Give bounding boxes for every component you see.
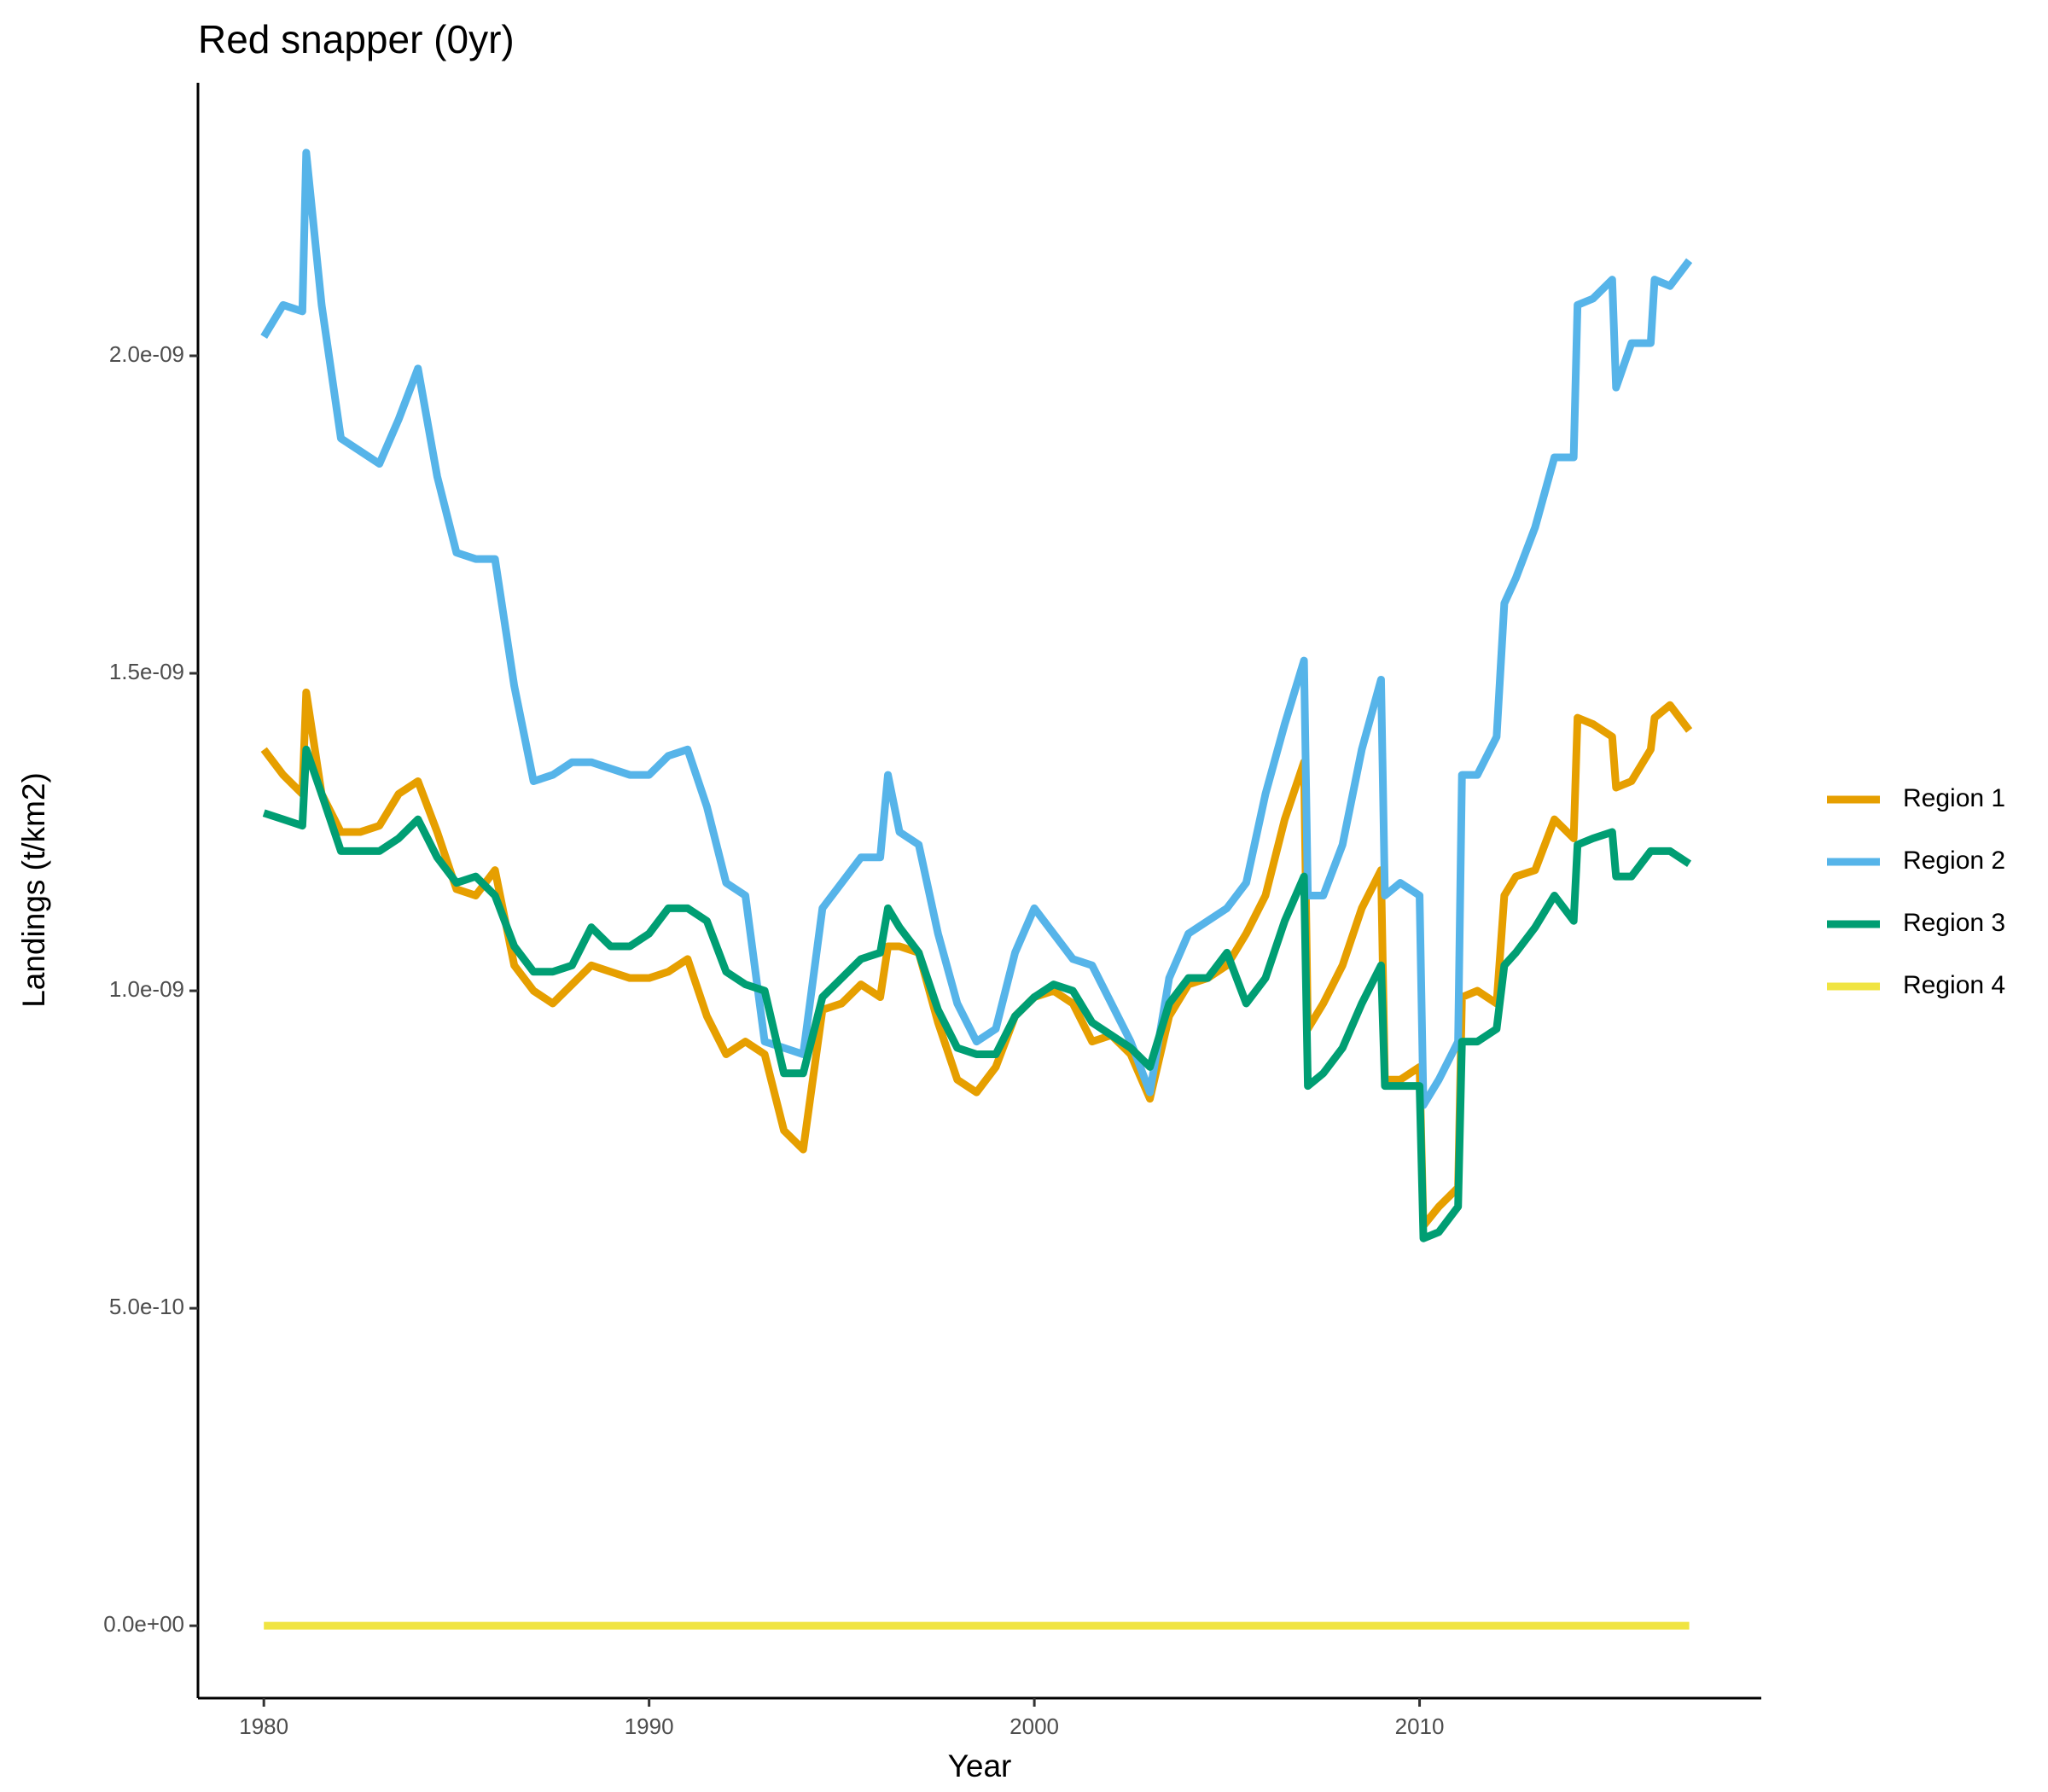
y-tick-label: 1.0e-09 <box>109 976 184 1002</box>
x-tick-label: 2000 <box>1009 1713 1059 1739</box>
x-tick-label: 1990 <box>625 1713 674 1739</box>
series-line <box>262 745 1692 1242</box>
chart-title: Red snapper (0yr) <box>198 17 515 61</box>
y-tick-label: 5.0e-10 <box>109 1294 184 1319</box>
legend-label: Region 3 <box>1903 909 2005 937</box>
y-tick-label: 0.0e+00 <box>103 1611 184 1637</box>
legend-label: Region 1 <box>1903 784 2005 812</box>
legend-label: Region 2 <box>1903 847 2005 875</box>
x-tick-label: 1980 <box>239 1713 288 1739</box>
legend-label: Region 4 <box>1903 971 2005 999</box>
x-axis-title: Year <box>948 1748 1012 1783</box>
y-tick-label: 2.0e-09 <box>109 341 184 367</box>
y-axis-title: Landings (t/km2) <box>16 772 51 1008</box>
y-tick-label: 1.5e-09 <box>109 659 184 684</box>
x-tick-label: 2010 <box>1395 1713 1445 1739</box>
series-line <box>260 148 1693 1109</box>
